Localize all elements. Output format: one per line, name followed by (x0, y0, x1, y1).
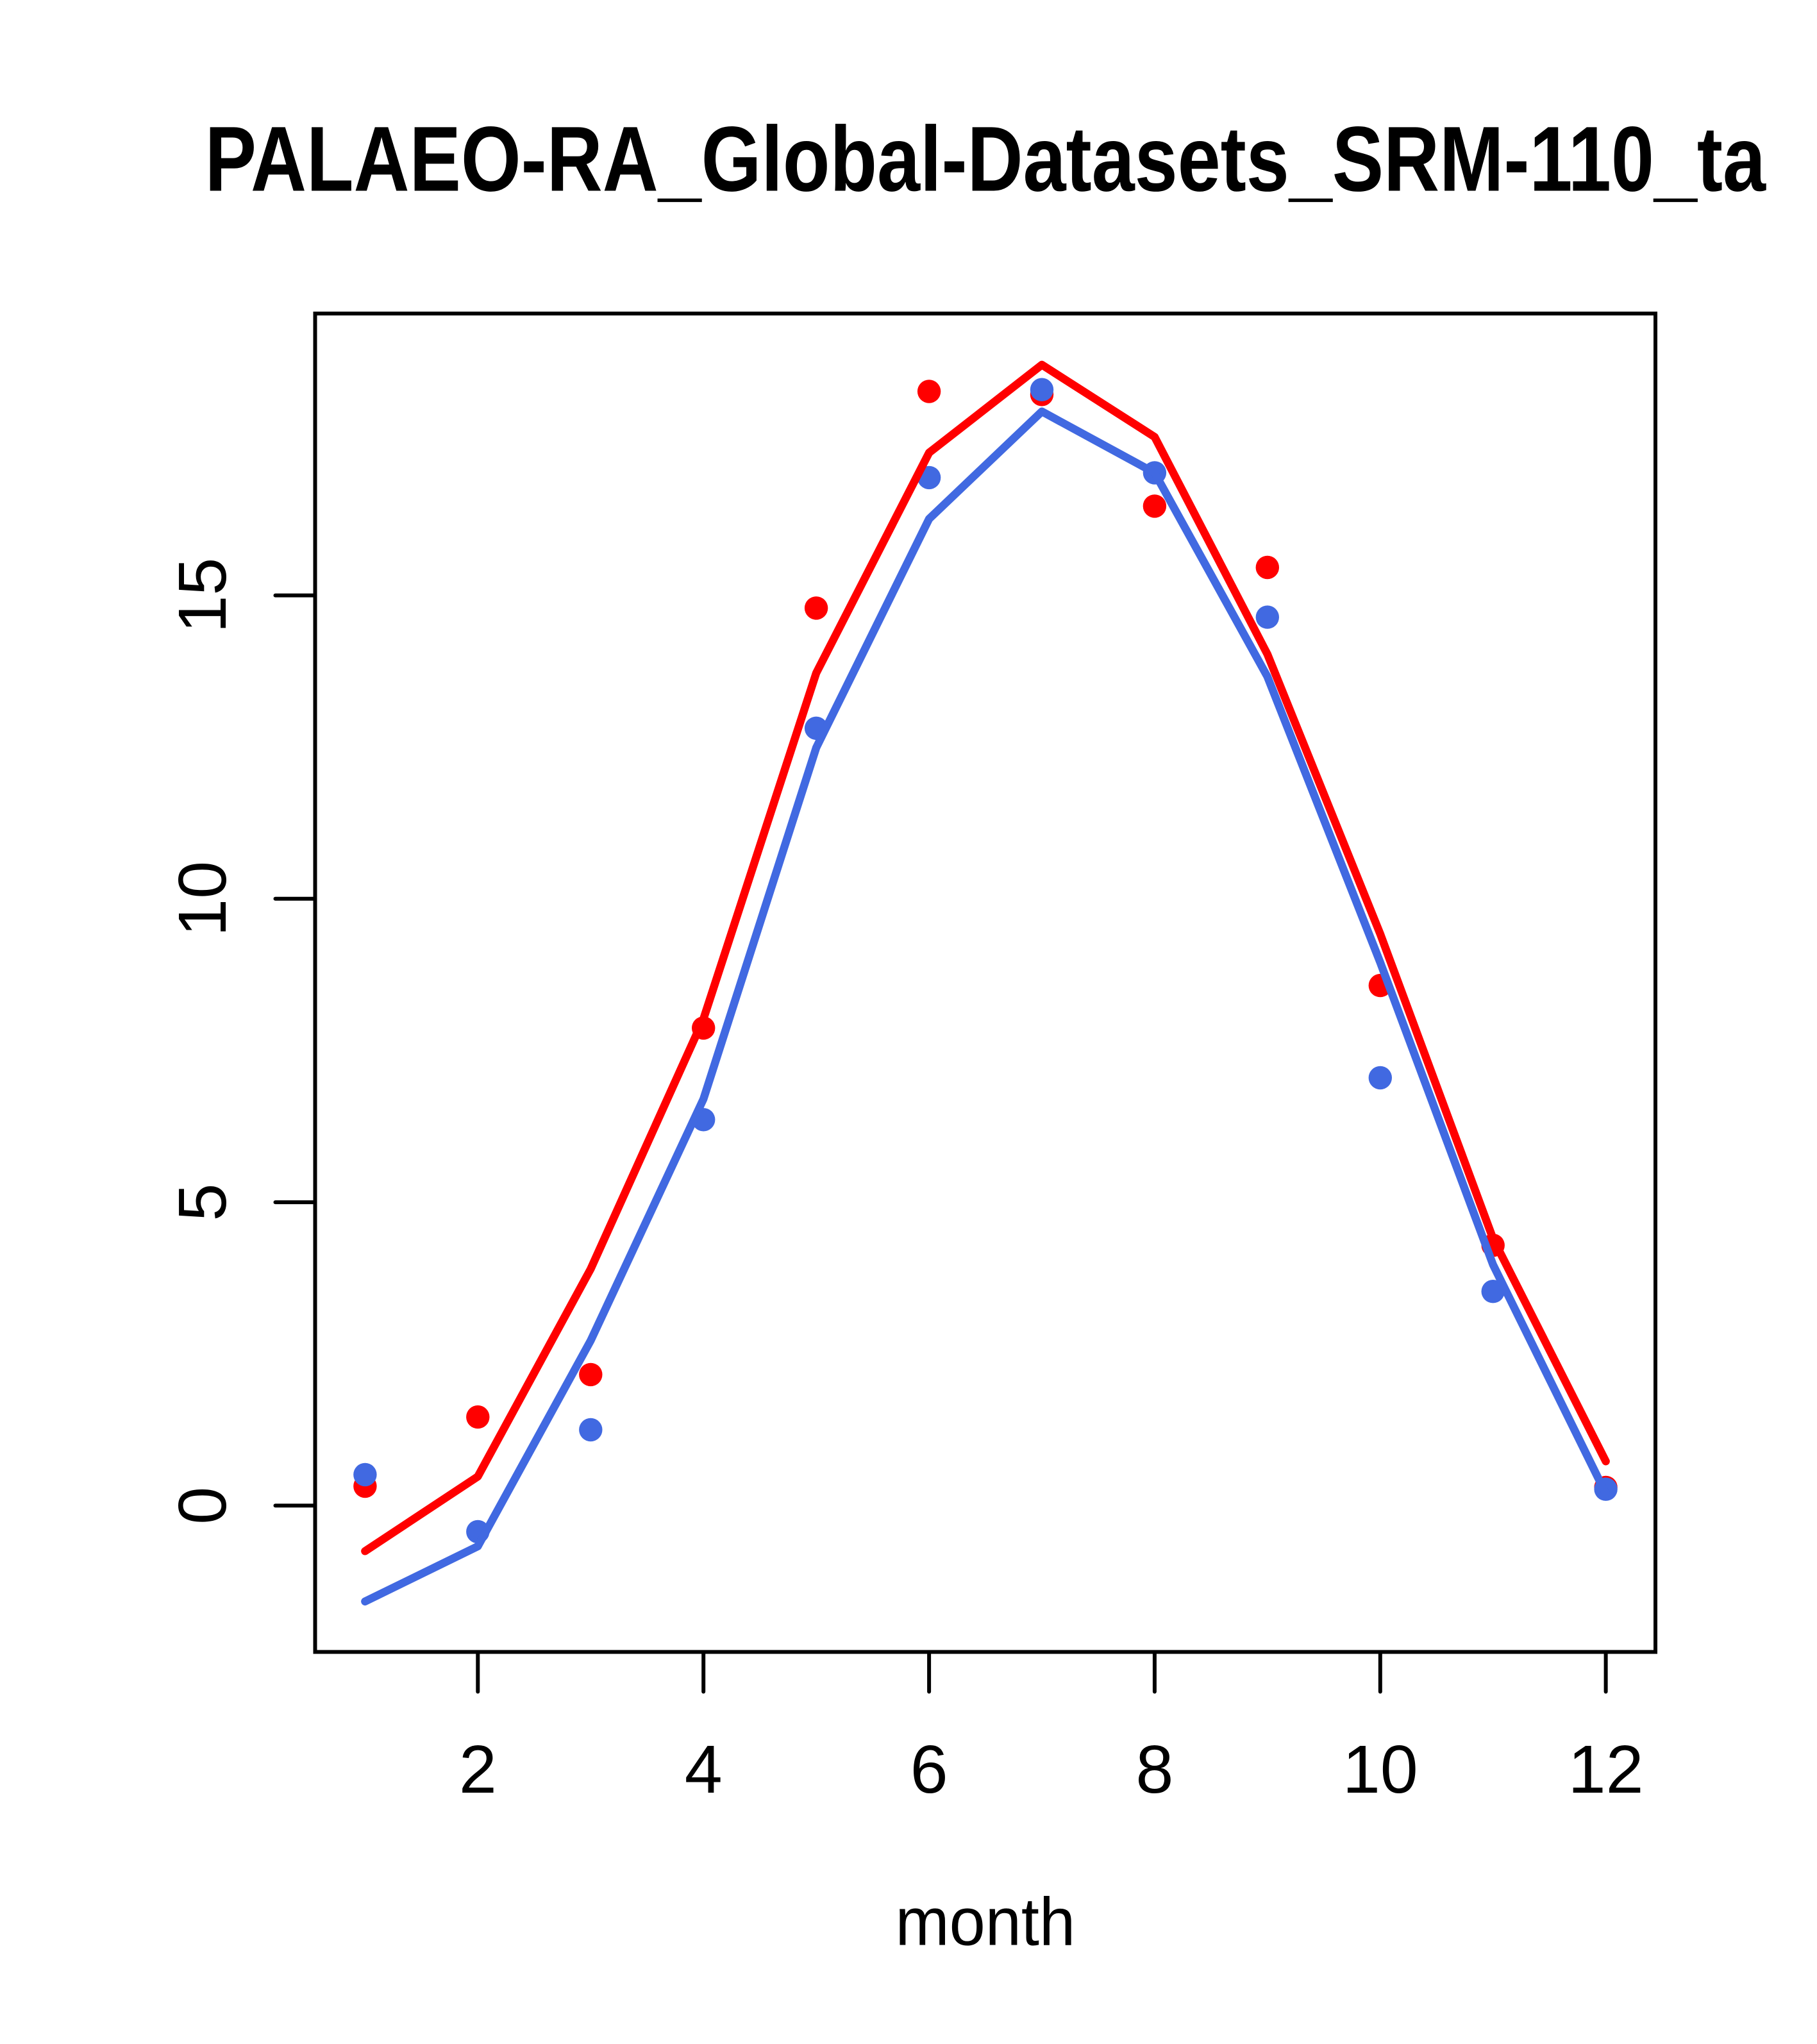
svg-text:4: 4 (685, 1732, 723, 1807)
svg-text:month: month (895, 1883, 1075, 1959)
svg-text:5: 5 (165, 1184, 240, 1221)
svg-text:8: 8 (1135, 1732, 1173, 1807)
svg-text:PALAEO-RA_Global-Datasets_SRM-: PALAEO-RA_Global-Datasets_SRM-110_ta (205, 108, 1766, 211)
svg-text:0: 0 (165, 1487, 240, 1525)
svg-text:2: 2 (459, 1732, 497, 1807)
svg-text:12: 12 (1568, 1732, 1644, 1807)
svg-text:6: 6 (910, 1732, 948, 1807)
svg-text:10: 10 (165, 861, 240, 937)
svg-text:10: 10 (1343, 1732, 1418, 1807)
svg-text:15: 15 (165, 558, 240, 633)
